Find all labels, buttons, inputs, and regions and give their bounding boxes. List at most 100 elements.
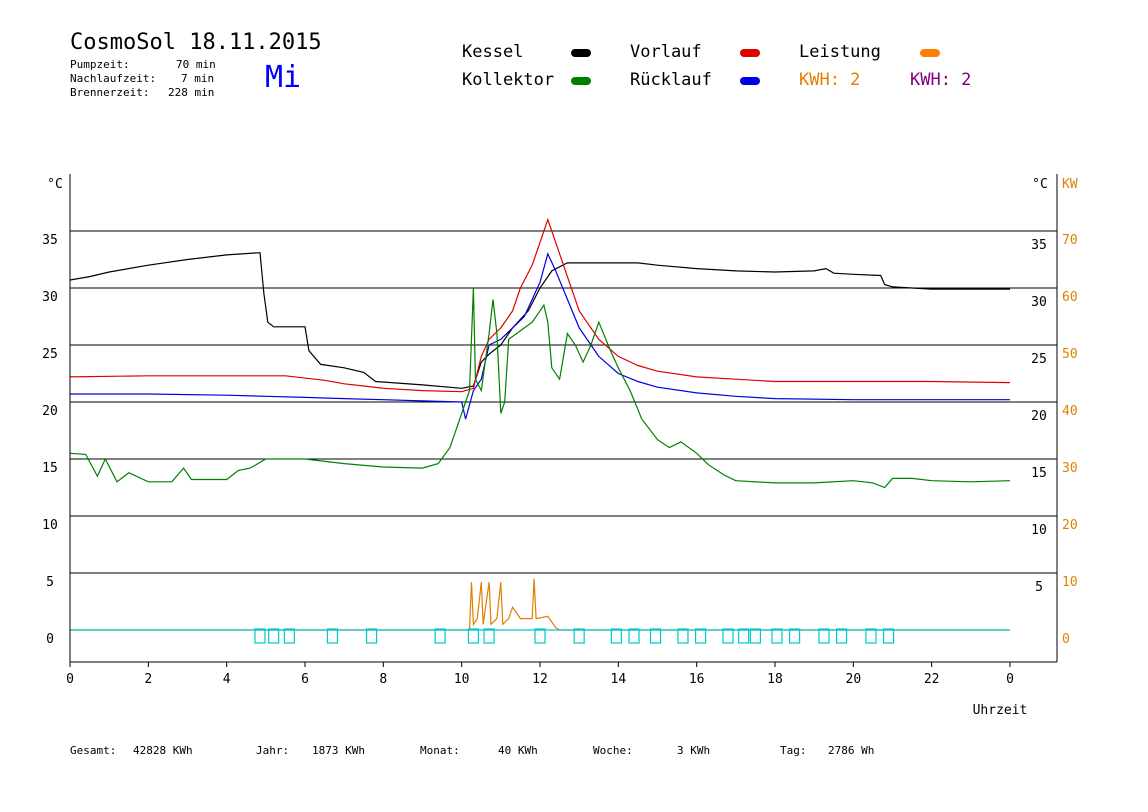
- y2-tick-label-30: 30: [1062, 461, 1078, 476]
- legend-ruecklauf-label: Rücklauf: [630, 70, 712, 90]
- page-title: CosmoSol 18.11.2015: [70, 30, 322, 55]
- pump-marker-18: [771, 628, 783, 644]
- pump-marker-14: [694, 628, 707, 644]
- y-left-tick-label-30: 30: [42, 290, 58, 305]
- pump-marker-7: [483, 628, 495, 644]
- stat-brennerzeit-label: Brennerzeit:: [70, 86, 150, 99]
- pump-marker-20: [818, 628, 830, 644]
- pump-marker-16: [738, 628, 750, 644]
- x-tick-label-10: 20: [846, 672, 862, 687]
- y2-tick-label-10: 10: [1062, 575, 1078, 590]
- legend-leistung-label: Leistung: [799, 42, 881, 62]
- footer-monat-label: Monat:: [420, 744, 460, 757]
- y-left-tick-label-25: 25: [42, 347, 58, 362]
- series-line-kessel: [69, 252, 1010, 389]
- footer-woche-label: Woche:: [593, 744, 633, 757]
- footer-jahr-label: Jahr:: [256, 744, 290, 757]
- series-line-kollektor: [69, 287, 1011, 489]
- series-line-r-cklauf: [70, 252, 1010, 420]
- pump-marker-11: [628, 628, 640, 644]
- legend-ruecklauf-swatch: [740, 77, 760, 85]
- x-tick-label-6: 12: [532, 672, 548, 687]
- y-right-tick-label-25: 25: [1031, 352, 1047, 367]
- y2-tick-label-40: 40: [1062, 404, 1078, 419]
- stat-brennerzeit-value: 228 min: [168, 86, 215, 99]
- pump-marker-2: [283, 628, 295, 644]
- y-right-unit: °C: [1032, 177, 1048, 192]
- footer-tag-value: 2786 Wh: [828, 744, 875, 757]
- y2-tick-label-70: 70: [1062, 233, 1078, 248]
- pump-marker-1: [268, 628, 280, 644]
- pump-marker-12: [649, 628, 662, 644]
- pump-marker-17: [749, 628, 762, 644]
- y-left-tick-label-5: 5: [46, 575, 54, 590]
- x-tick-label-8: 16: [689, 672, 705, 687]
- y2-tick-label-20: 20: [1062, 518, 1078, 533]
- pump-marker-0: [254, 628, 266, 644]
- x-tick-label-1: 2: [144, 672, 152, 687]
- y-left-unit: °C: [47, 177, 63, 192]
- y2-tick-label-50: 50: [1062, 347, 1078, 362]
- pump-marker-22: [865, 628, 877, 644]
- footer-tag-label: Tag:: [780, 744, 807, 757]
- x-tick-label-7: 14: [611, 672, 627, 687]
- x-tick-label-4: 8: [379, 672, 387, 687]
- y-right-tick-label-5: 5: [1035, 580, 1043, 595]
- pump-marker-21: [835, 628, 848, 644]
- pump-marker-6: [467, 628, 480, 644]
- legend-vorlauf-swatch: [740, 49, 760, 57]
- x-tick-label-3: 6: [301, 672, 309, 687]
- pump-marker-9: [573, 628, 585, 644]
- pump-marker-8: [534, 628, 546, 644]
- weekday-label: Mi: [265, 60, 302, 95]
- x-tick-label-12: 0: [1006, 672, 1014, 687]
- footer-jahr-value: 1873 KWh: [312, 744, 365, 757]
- legend-vorlauf-label: Vorlauf: [630, 42, 702, 62]
- legend-kessel-swatch: [571, 49, 591, 57]
- y-right-tick-label-20: 20: [1031, 409, 1047, 424]
- x-tick-label-9: 18: [767, 672, 783, 687]
- series-line-vorlauf: [69, 217, 1011, 393]
- y2-tick-label-0: 0: [1062, 632, 1070, 647]
- stat-nachlaufzeit-label: Nachlaufzeit:: [70, 72, 157, 85]
- y-left-tick-label-35: 35: [42, 233, 58, 248]
- y-left-tick-label-15: 15: [42, 461, 58, 476]
- stat-nachlaufzeit-value: 7 min: [181, 72, 215, 85]
- pump-marker-19: [788, 628, 801, 644]
- legend-leistung-swatch: [920, 49, 940, 57]
- x-tick-label-5: 10: [454, 672, 470, 687]
- pump-marker-4: [365, 628, 378, 644]
- footer-monat-value: 40 KWh: [498, 744, 538, 757]
- pump-marker-15: [722, 628, 734, 644]
- series-line-leistung: [70, 578, 1010, 631]
- legend-kollektor-swatch: [571, 77, 591, 85]
- x-tick-label-2: 4: [223, 672, 231, 687]
- legend-kessel-label: Kessel: [462, 42, 524, 62]
- legend-kwh-2: KWH: 2: [910, 70, 972, 90]
- pump-marker-23: [882, 628, 895, 644]
- pump-marker-3: [326, 628, 339, 644]
- y-right-tick-label-30: 30: [1031, 295, 1047, 310]
- footer-gesamt-label: Gesamt:: [70, 744, 117, 757]
- y2-tick-label-60: 60: [1062, 290, 1078, 305]
- pump-marker-5: [434, 628, 446, 644]
- x-axis-title: Uhrzeit: [973, 703, 1028, 718]
- pump-marker-13: [677, 628, 689, 644]
- y-left-tick-label-20: 20: [42, 404, 58, 419]
- stat-pumpzeit-label: Pumpzeit:: [70, 58, 130, 71]
- x-tick-label-11: 22: [924, 672, 940, 687]
- y2-unit: KW: [1062, 177, 1078, 192]
- x-tick-label-0: 0: [66, 672, 74, 687]
- y-right-tick-label-35: 35: [1031, 238, 1047, 253]
- legend-kwh-1: KWH: 2: [799, 70, 861, 90]
- stat-pumpzeit-value: 70 min: [176, 58, 216, 71]
- y-right-tick-label-15: 15: [1031, 466, 1047, 481]
- legend-kollektor-label: Kollektor: [462, 70, 555, 90]
- y-left-tick-label-0: 0: [46, 632, 54, 647]
- footer-gesamt-value: 42828 KWh: [133, 744, 193, 757]
- y-right-tick-label-10: 10: [1031, 523, 1047, 538]
- pump-marker-10: [610, 628, 622, 644]
- y-left-tick-label-10: 10: [42, 518, 58, 533]
- footer-woche-value: 3 KWh: [677, 744, 711, 757]
